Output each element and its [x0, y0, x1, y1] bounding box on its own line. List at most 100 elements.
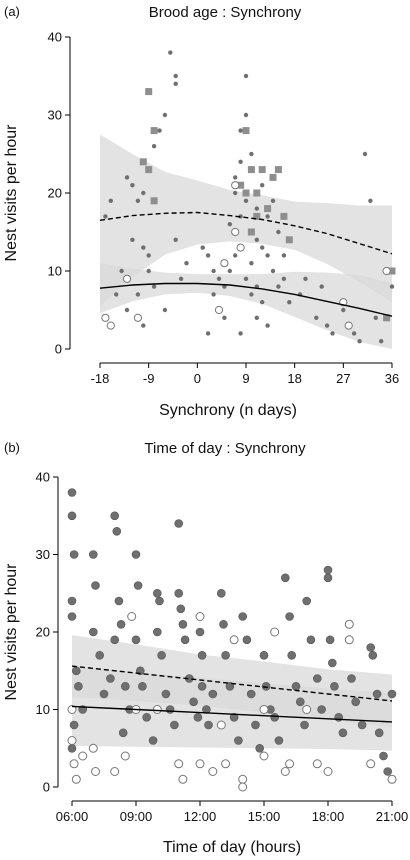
- y-tick-label: 10: [48, 264, 62, 279]
- data-point-filled: [260, 245, 265, 250]
- data-point-filled: [254, 237, 259, 242]
- data-point-filled: [324, 323, 330, 328]
- data-point-filled: [261, 681, 271, 691]
- data-point-square: [145, 88, 153, 96]
- data-point-square: [264, 205, 272, 213]
- data-point-open: [312, 759, 322, 769]
- data-point-filled: [222, 315, 227, 320]
- data-point-filled: [67, 612, 77, 621]
- data-point-open: [259, 751, 269, 761]
- panel-a-x-axis-label: Synchrony (n days): [159, 402, 297, 419]
- data-point-filled: [189, 697, 198, 707]
- data-point-open: [344, 635, 354, 645]
- data-point-filled: [153, 627, 162, 637]
- data-point-filled: [138, 681, 147, 691]
- data-point-filled: [174, 519, 183, 528]
- data-point-square: [150, 127, 158, 135]
- data-point-filled: [130, 183, 135, 188]
- fit-line-dashed: [99, 211, 393, 255]
- data-point-filled: [161, 689, 171, 699]
- y-tick-label: 20: [48, 186, 62, 201]
- panel-b-y-axis-label: Nest visits per hour: [3, 563, 20, 701]
- data-point-filled: [270, 712, 280, 722]
- data-point-filled: [116, 619, 126, 629]
- data-point-filled: [221, 650, 230, 660]
- data-point-filled: [142, 712, 151, 722]
- data-point-open: [106, 321, 115, 330]
- data-point-open: [120, 751, 130, 761]
- data-point-filled: [233, 175, 238, 180]
- data-point-filled: [233, 253, 238, 258]
- data-point-filled: [89, 550, 98, 559]
- data-point-filled: [225, 681, 235, 691]
- data-point-open: [231, 181, 240, 190]
- y-tick-label: 0: [55, 342, 62, 357]
- data-point-square: [150, 197, 158, 205]
- data-point-filled: [141, 323, 146, 328]
- data-point-square: [253, 189, 261, 197]
- panel-a-y-axis-label: Nest visits per hour: [3, 124, 20, 262]
- data-point-open: [280, 767, 290, 776]
- data-point-filled: [351, 331, 357, 336]
- panel-b-title: Time of day : Synchrony: [144, 440, 306, 457]
- data-point-open: [67, 736, 77, 745]
- panel-a-fits: [99, 211, 393, 317]
- data-point-filled: [379, 751, 388, 761]
- data-point-filled: [229, 712, 239, 722]
- data-point-filled: [276, 229, 281, 235]
- data-point-filled: [67, 743, 77, 753]
- panel-b: (b) Time of day : Synchrony 0 10 20 30 40 06…: [3, 440, 408, 856]
- data-point-filled: [319, 284, 324, 289]
- data-point-filled: [67, 511, 77, 521]
- data-point-filled: [162, 112, 168, 118]
- confidence-band-dashed: [100, 134, 392, 307]
- data-point-filled: [242, 635, 252, 645]
- x-tick-label: 09:00: [120, 809, 153, 824]
- data-point-filled: [118, 728, 128, 738]
- data-point-filled: [265, 214, 270, 219]
- data-point-filled: [387, 689, 397, 699]
- data-point-filled: [249, 151, 254, 157]
- data-point-filled: [341, 307, 346, 313]
- data-point-filled: [281, 253, 287, 258]
- data-point-filled: [276, 284, 281, 289]
- data-point-square: [247, 228, 255, 236]
- x-tick-label: 21:00: [376, 809, 409, 824]
- panel-b-x-ticks: 06:00 09:00 12:00 15:00 18:00 21:00: [56, 801, 409, 824]
- data-point-filled: [121, 681, 130, 691]
- data-point-open: [382, 266, 391, 276]
- data-point-filled: [178, 619, 188, 629]
- data-point-filled: [306, 635, 316, 645]
- data-point-filled: [135, 292, 141, 297]
- data-point-filled: [112, 526, 122, 536]
- data-point-filled: [114, 292, 119, 297]
- x-tick-label: 27: [336, 371, 350, 386]
- data-point-filled: [176, 604, 186, 614]
- data-point-open: [101, 313, 110, 322]
- data-point-filled: [114, 596, 124, 606]
- data-point-filled: [243, 73, 249, 79]
- x-tick-label: 36: [385, 371, 399, 386]
- data-point-filled: [280, 573, 290, 583]
- data-point-filled: [302, 596, 312, 606]
- data-point-filled: [234, 736, 243, 745]
- data-point-filled: [69, 720, 79, 730]
- data-point-open: [238, 782, 248, 792]
- data-point-filled: [195, 627, 205, 637]
- data-point-filled: [330, 681, 339, 691]
- data-point-square: [253, 212, 261, 220]
- data-point-filled: [243, 198, 249, 203]
- data-point-filled: [170, 720, 179, 730]
- data-point-filled: [124, 307, 130, 313]
- data-point-filled: [372, 689, 382, 699]
- panel-b-letter: (b): [4, 440, 20, 455]
- data-point-square: [237, 181, 245, 189]
- data-point-filled: [89, 627, 98, 637]
- data-point-filled: [238, 128, 243, 133]
- data-point-square: [258, 166, 266, 174]
- data-point-open: [208, 767, 218, 776]
- data-point-filled: [291, 681, 301, 691]
- x-tick-label: 18:00: [312, 809, 345, 824]
- data-point-square: [285, 236, 293, 244]
